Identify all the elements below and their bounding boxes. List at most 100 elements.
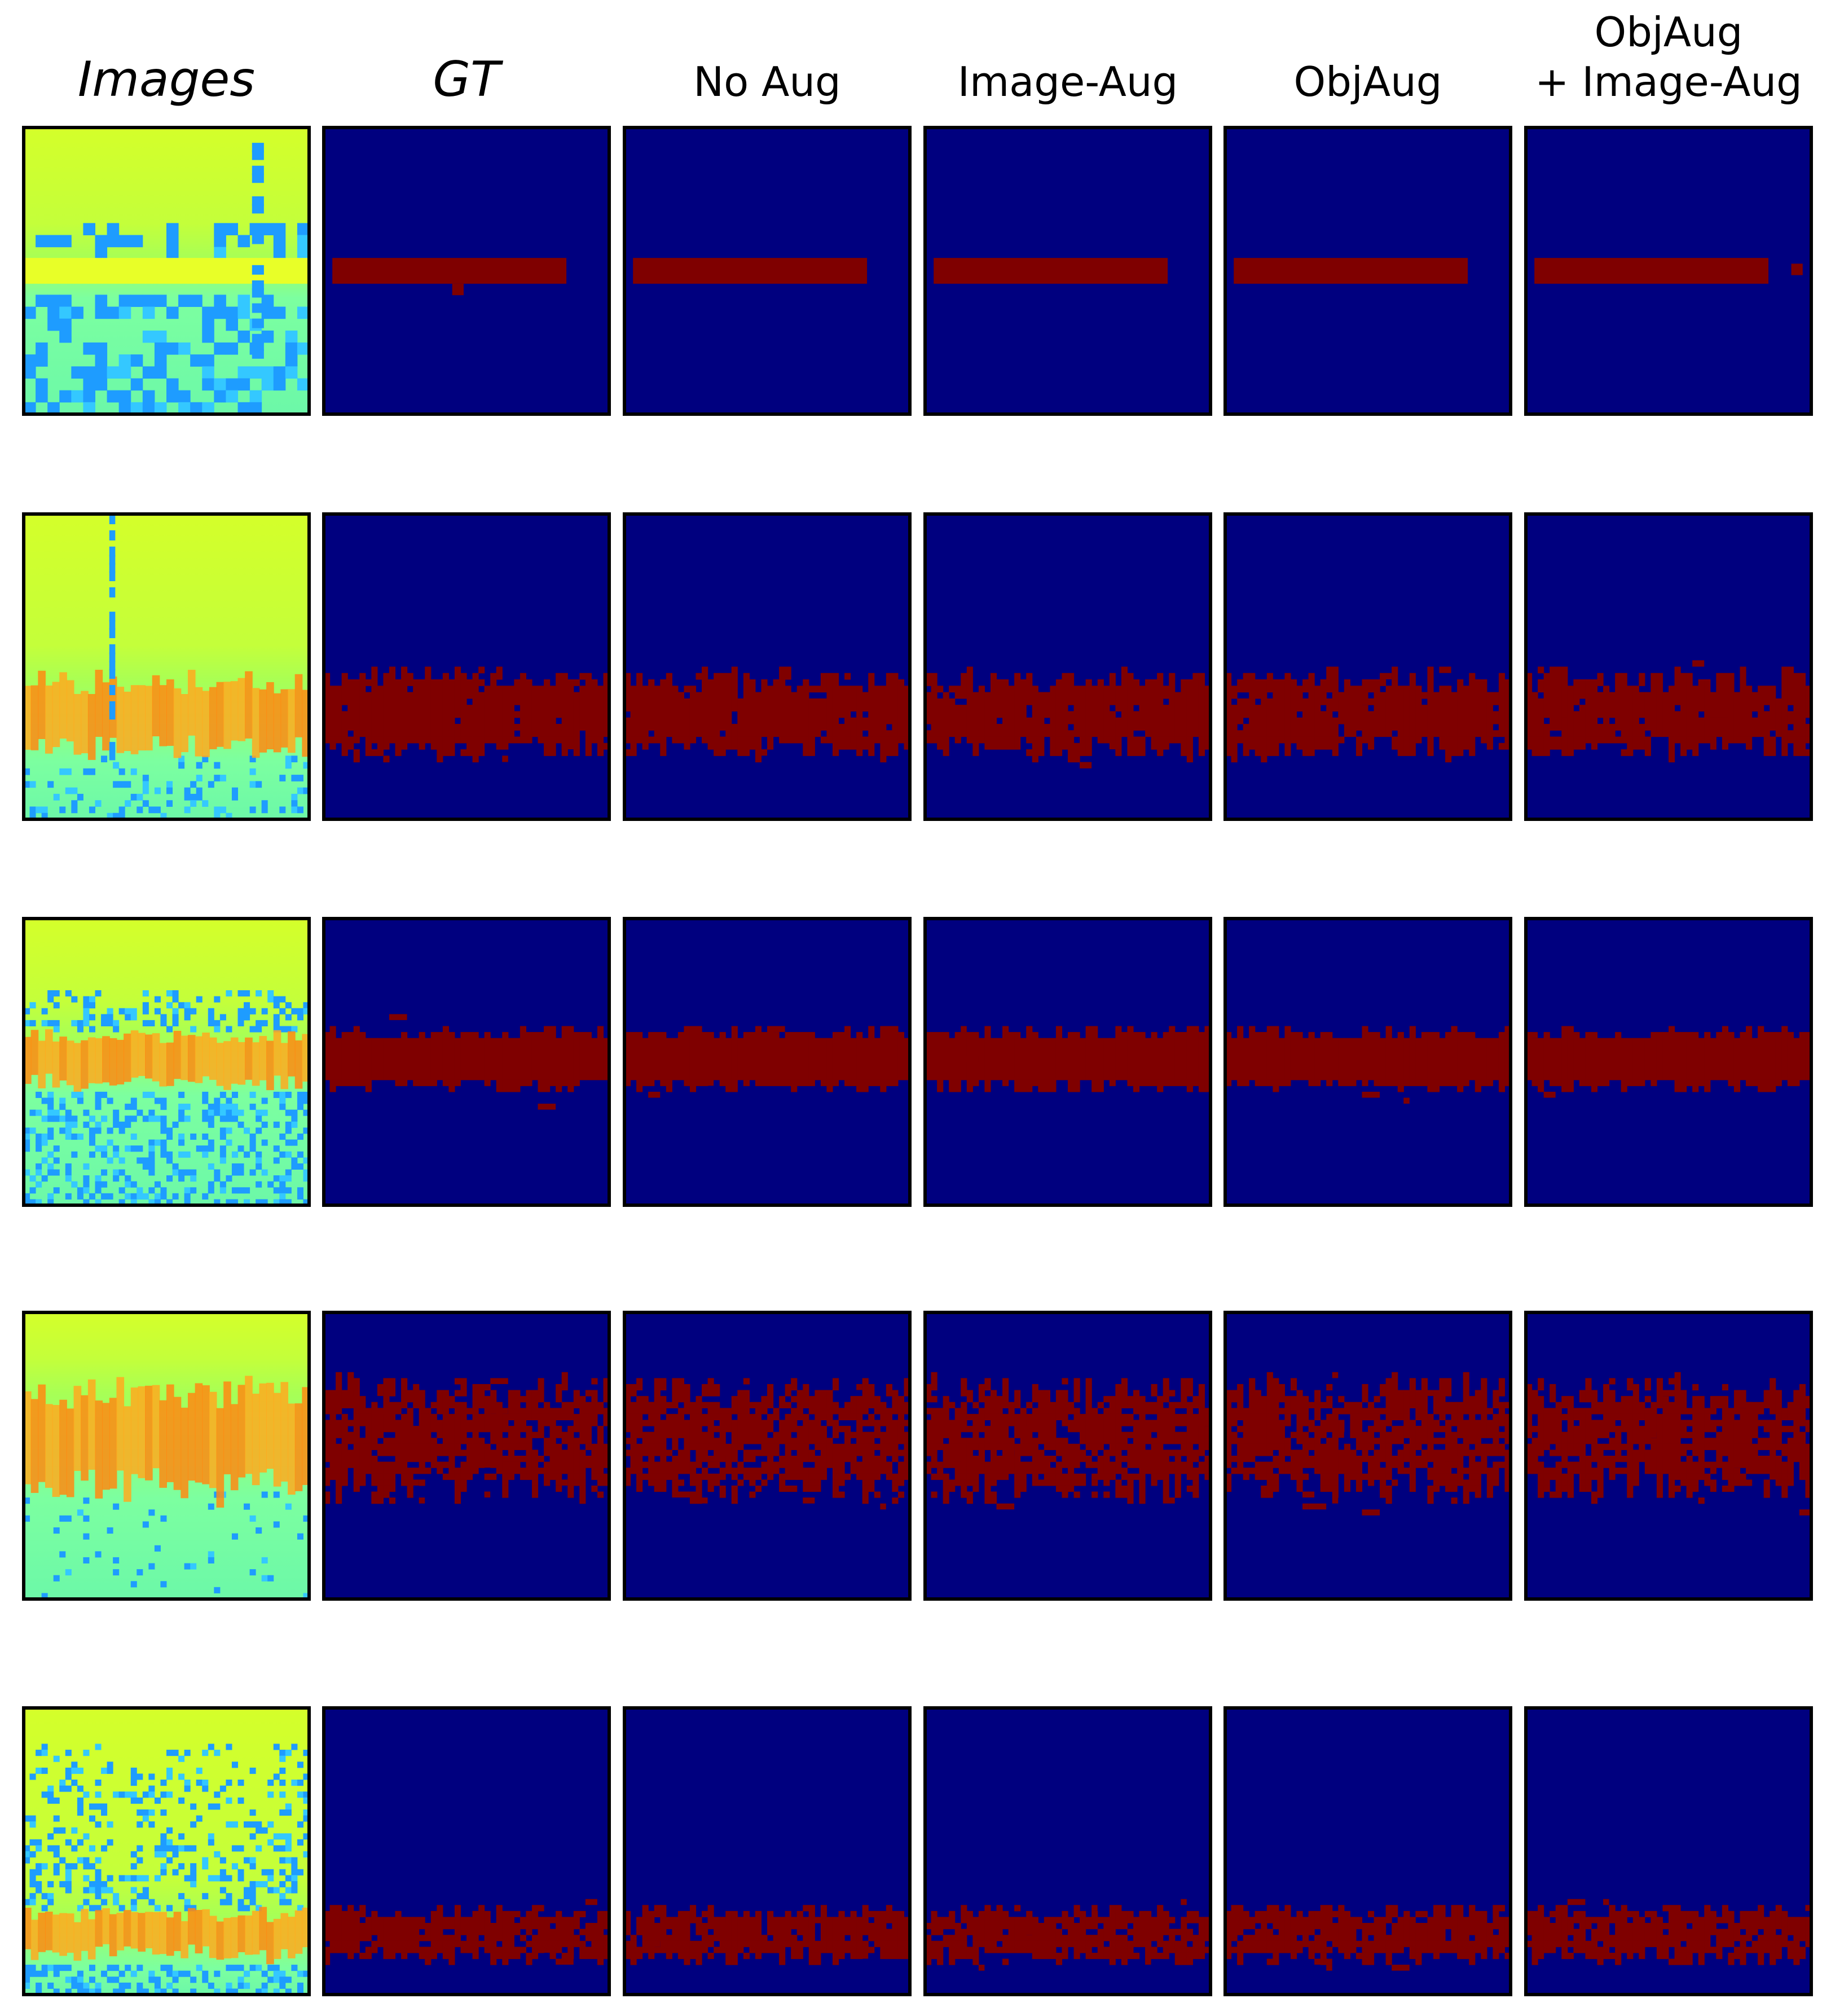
panel-row2-image-aug <box>923 512 1212 821</box>
mask-object <box>1225 666 1511 763</box>
column-header-objaug: ObjAug <box>1294 58 1442 106</box>
column-header-line: GT <box>433 51 504 108</box>
mask-object <box>324 1372 609 1504</box>
column-header-line: No Aug <box>693 58 840 106</box>
panel-row5-images <box>22 1706 311 1996</box>
mask-object <box>324 1014 609 1110</box>
mask-object <box>1526 660 1811 763</box>
panel-row4-image-aug <box>923 1311 1212 1601</box>
panel-frame <box>923 1311 1212 1601</box>
panel-frame <box>923 1706 1212 1996</box>
panel-frame <box>22 126 311 416</box>
mask-object <box>925 1372 1211 1510</box>
image-speckle <box>24 756 309 819</box>
panel-frame <box>1223 1706 1512 1996</box>
mask-object <box>1225 1372 1511 1516</box>
column-header-line: ObjAug <box>1595 8 1743 56</box>
panel-row2-objaug-image-aug <box>1524 512 1813 821</box>
image-band <box>24 670 309 760</box>
mask-object <box>324 666 609 763</box>
mask-object <box>1225 1026 1511 1104</box>
image-band <box>24 258 309 284</box>
mask-background <box>1225 514 1511 819</box>
panel-frame <box>623 1706 912 1996</box>
column-header-no-aug: No Aug <box>693 58 840 106</box>
mask-object <box>925 1026 1211 1092</box>
panel-frame <box>923 126 1212 416</box>
panel-frame <box>623 512 912 821</box>
mask-object <box>624 1026 910 1098</box>
panel-row3-gt <box>322 917 611 1207</box>
panel-frame <box>623 126 912 416</box>
mask-background <box>324 514 609 819</box>
panel-row3-no-aug <box>623 917 912 1207</box>
panel-frame <box>1524 512 1813 821</box>
panel-frame <box>1223 1311 1512 1601</box>
panel-frame <box>1223 126 1512 416</box>
mask-object <box>1534 258 1803 284</box>
image-band <box>24 1029 309 1092</box>
mask-background <box>624 514 910 819</box>
panel-frame <box>22 512 311 821</box>
column-header-image-aug: Image-Aug <box>958 58 1178 106</box>
mask-object <box>332 258 567 296</box>
image-speckle <box>24 990 309 1205</box>
panel-row5-objaug <box>1223 1706 1512 1996</box>
image-band <box>24 1376 309 1508</box>
image-speckle <box>24 1743 309 1995</box>
panel-frame <box>1223 512 1512 821</box>
panel-frame <box>322 126 611 416</box>
panel-frame <box>923 917 1212 1207</box>
mask-object <box>624 666 910 763</box>
panel-row4-images <box>22 1311 311 1601</box>
mask-object <box>1225 1905 1511 1971</box>
panel-frame <box>322 512 611 821</box>
panel-row5-objaug-image-aug <box>1524 1706 1813 1996</box>
panel-frame <box>623 1311 912 1601</box>
mask-object <box>1526 1899 1811 1965</box>
panel-row2-gt <box>322 512 611 821</box>
panel-row3-objaug <box>1223 917 1512 1207</box>
image-streak <box>109 514 116 761</box>
panel-row4-objaug-image-aug <box>1524 1311 1813 1601</box>
mask-object <box>1526 1026 1811 1098</box>
image-speckle <box>24 1491 309 1599</box>
image-streak <box>252 143 264 359</box>
column-header-objaug-image-aug: ObjAug + Image-Aug <box>1535 8 1802 106</box>
image-speckle <box>24 223 309 414</box>
panel-row1-image-aug <box>923 126 1212 416</box>
panel-row3-objaug-image-aug <box>1524 917 1813 1207</box>
panel-row5-no-aug <box>623 1706 912 1996</box>
panel-frame <box>1524 1706 1813 1996</box>
panel-row1-gt <box>322 126 611 416</box>
panel-row5-gt <box>322 1706 611 1996</box>
mask-object <box>1526 1372 1811 1516</box>
panel-row1-objaug <box>1223 126 1512 416</box>
mask-object <box>925 1899 1211 1971</box>
panel-row2-objaug <box>1223 512 1512 821</box>
panel-frame <box>1524 126 1813 416</box>
column-header-line: + Image-Aug <box>1535 58 1802 106</box>
image-band <box>24 1907 309 1965</box>
column-header-line: Image-Aug <box>958 58 1178 106</box>
mask-object <box>1234 258 1468 284</box>
panel-row2-images <box>22 512 311 821</box>
panel-row4-gt <box>322 1311 611 1601</box>
panel-frame <box>322 1311 611 1601</box>
mask-object <box>324 1899 609 1965</box>
panel-frame <box>22 917 311 1207</box>
column-header-gt: GT <box>433 51 504 108</box>
panel-row1-objaug-image-aug <box>1524 126 1813 416</box>
panel-frame <box>1223 917 1512 1207</box>
panel-row2-no-aug <box>623 512 912 821</box>
panel-row4-objaug <box>1223 1311 1512 1601</box>
column-header-line: Images <box>78 51 255 108</box>
mask-object <box>624 1378 910 1510</box>
panel-frame <box>322 1706 611 1996</box>
mask-object <box>633 258 868 284</box>
panel-row1-images <box>22 126 311 416</box>
panel-frame <box>1524 917 1813 1207</box>
mask-object <box>925 666 1211 768</box>
